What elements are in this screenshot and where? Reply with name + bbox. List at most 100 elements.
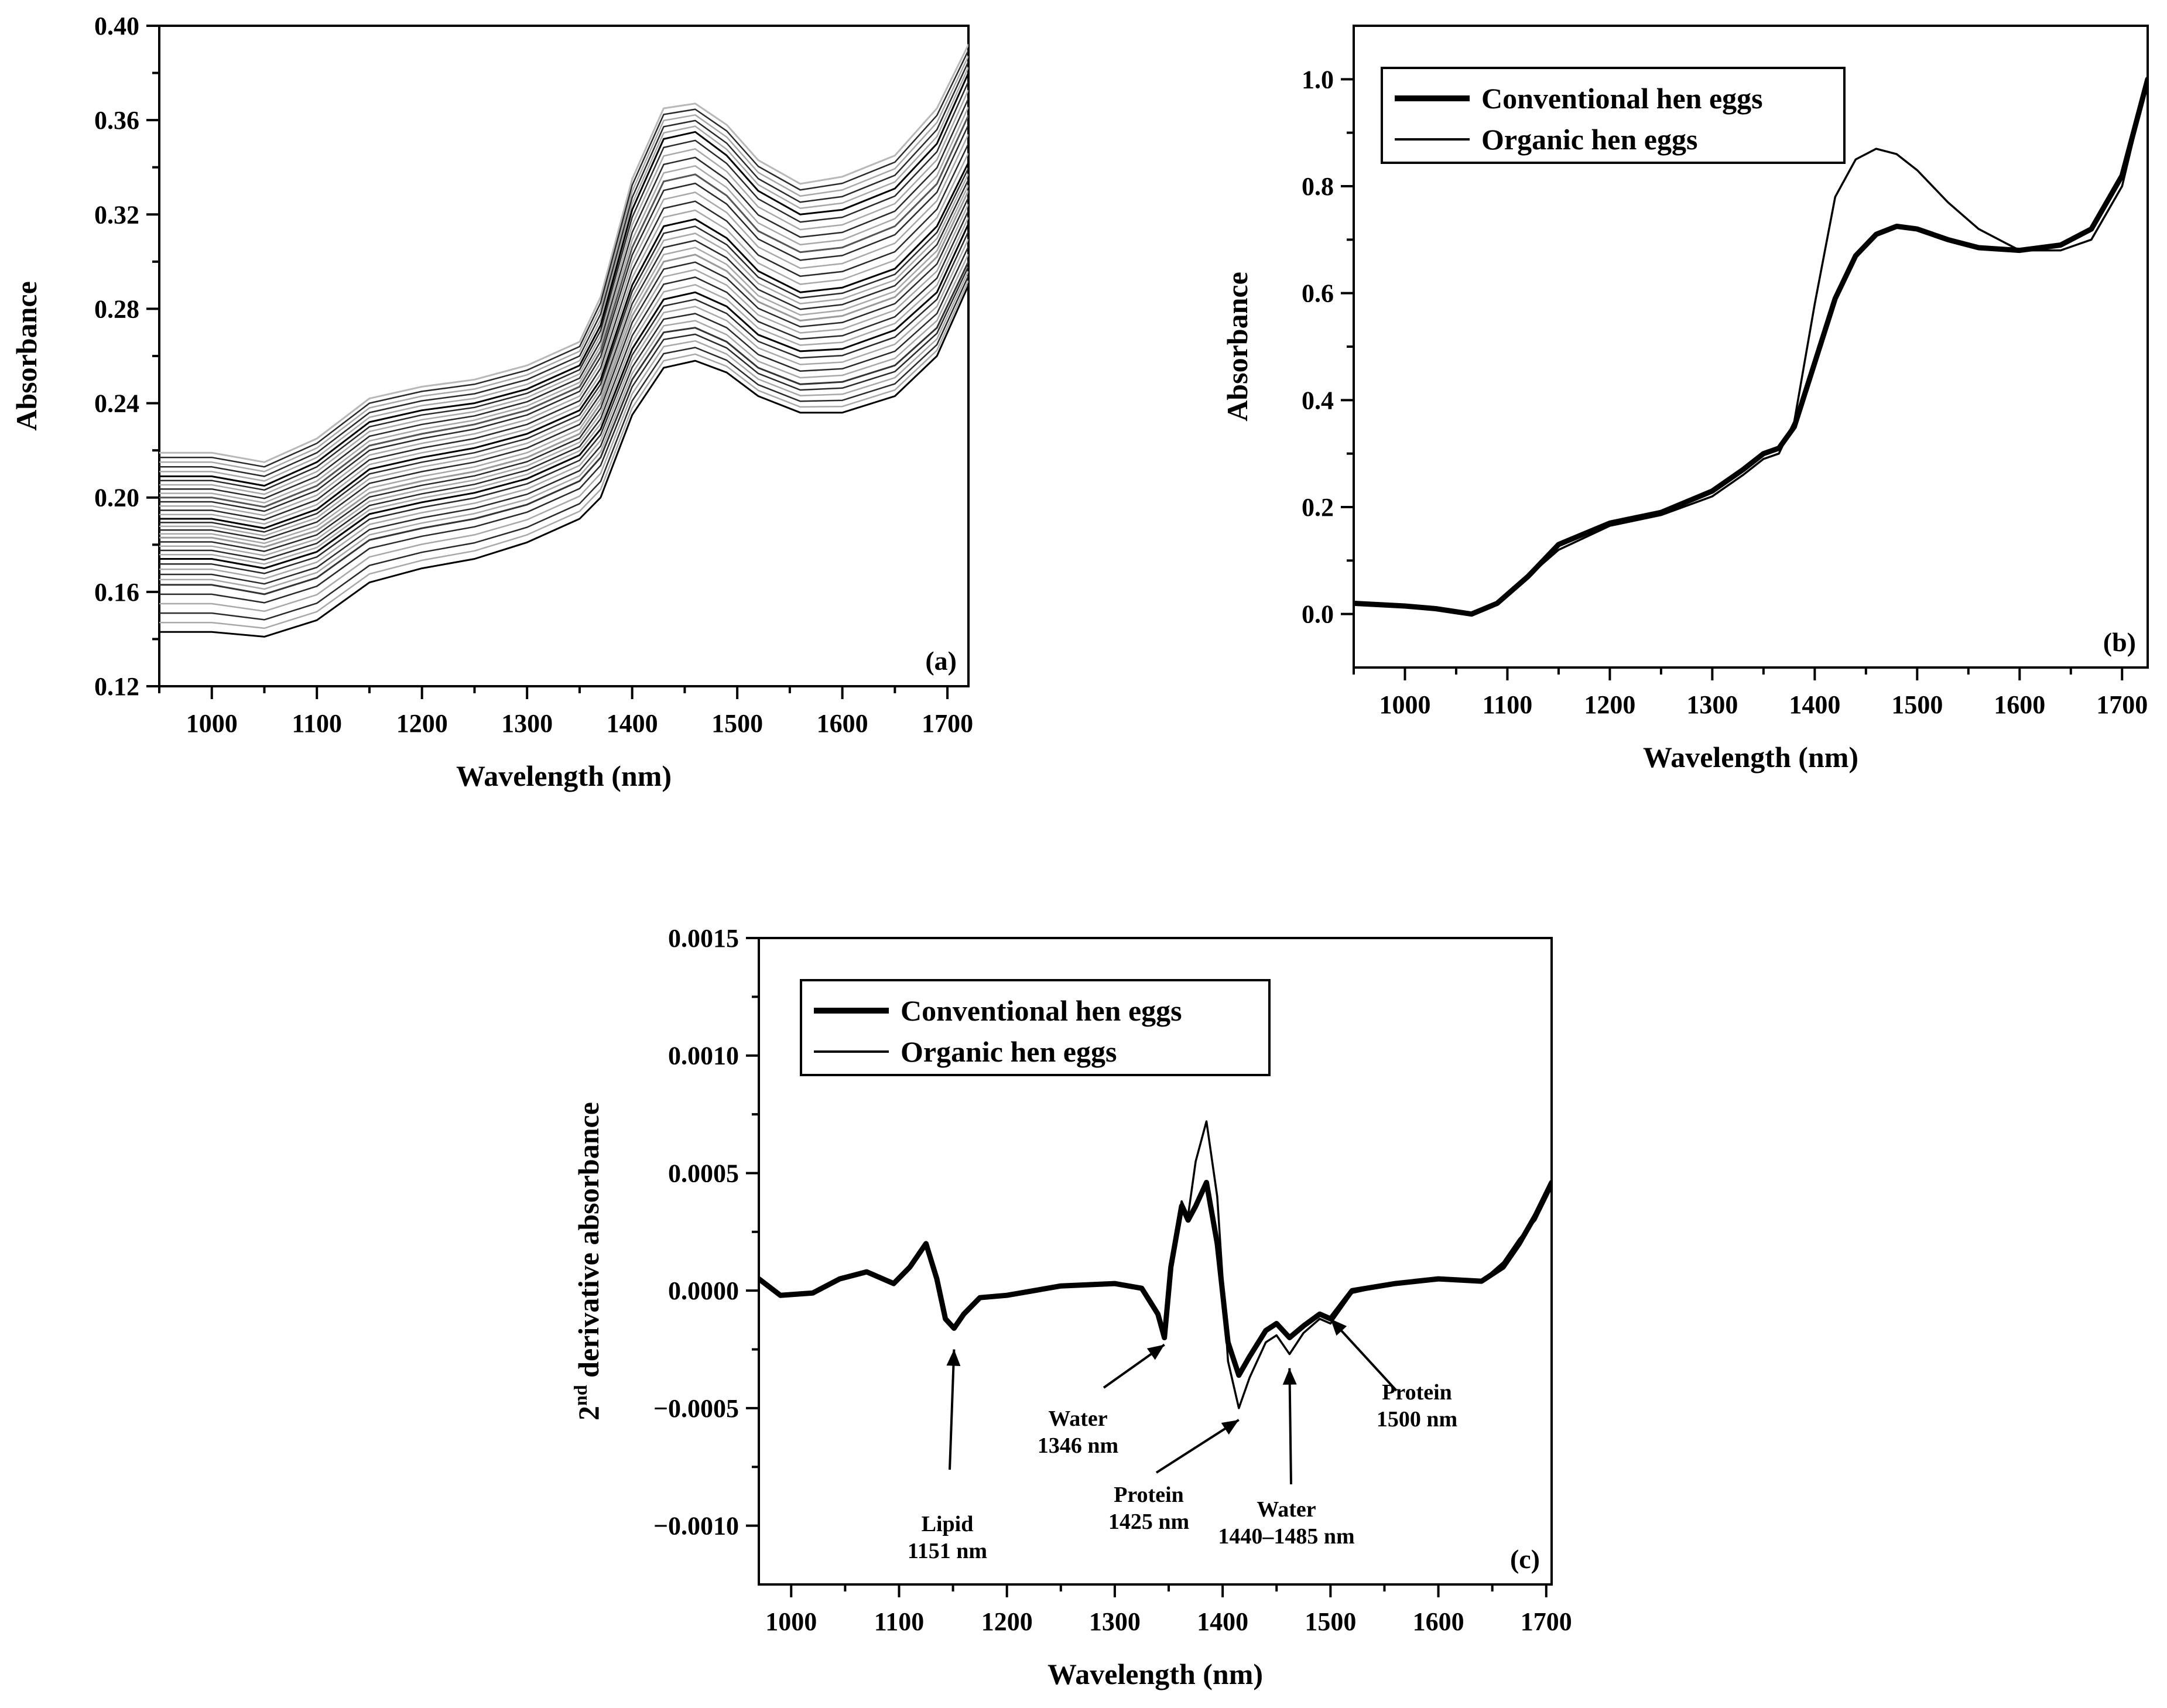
- series-line-interp: [159, 184, 968, 545]
- x-tick-label: 1100: [874, 1607, 925, 1636]
- y-tick-label: 0.0005: [668, 1159, 739, 1187]
- annotation-label: 1151 nm: [908, 1539, 987, 1563]
- y-tick-label: −0.0005: [653, 1394, 739, 1423]
- legend-label: Conventional hen eggs: [901, 994, 1182, 1027]
- y-tick-label: 0.36: [94, 106, 139, 135]
- x-tick-label: 1600: [817, 709, 868, 738]
- series-group: [759, 1120, 1552, 1409]
- y-axis-title-main: 2: [572, 1406, 605, 1421]
- legend-label: Organic hen eggs: [901, 1035, 1117, 1068]
- annotation-arrowhead: [1221, 1419, 1239, 1435]
- annotation-arrow-line: [1288, 1368, 1292, 1485]
- x-tick-label: 1300: [501, 709, 553, 738]
- y-tick-label: 0.6: [1302, 279, 1334, 308]
- panel-label: (b): [2103, 627, 2136, 657]
- x-tick-label: 1100: [292, 709, 342, 738]
- series-line-0: [159, 43, 968, 463]
- legend-label: Organic hen eggs: [1481, 123, 1697, 156]
- plot-frame: [158, 25, 970, 687]
- series-line-interp: [159, 271, 968, 612]
- annotation-label: 1346 nm: [1038, 1433, 1118, 1458]
- series-line-interp: [159, 246, 968, 585]
- series-line-1: [759, 1120, 1552, 1409]
- y-axis-title-rest: derivative absorbance: [572, 1102, 605, 1385]
- panel-label: (a): [925, 646, 957, 676]
- y-tick-label: 0.32: [94, 200, 139, 229]
- x-tick-label: 1700: [1521, 1607, 1572, 1636]
- y-tick-label: 0.4: [1302, 386, 1334, 415]
- y-tick-label: 0.24: [94, 389, 139, 418]
- series-line-interp: [159, 143, 968, 521]
- series-line-interp: [159, 179, 968, 540]
- y-axis-title-sup: nd: [570, 1385, 591, 1406]
- annotation-label: 1500 nm: [1377, 1407, 1457, 1432]
- x-tick-label: 1000: [765, 1607, 817, 1636]
- plot-frame: [758, 937, 1553, 1586]
- y-tick-label: 0.20: [94, 484, 139, 512]
- x-tick-label: 1100: [1483, 690, 1533, 719]
- series-line-interp: [159, 124, 968, 512]
- series-line-interp: [159, 50, 968, 468]
- chart-panel-b: 1000 1100 1200 1300 1400 1500 1600 1700 0.0 0.2 0.…: [1221, 25, 2149, 773]
- x-tick-label: 1700: [2096, 690, 2148, 719]
- y-axis-title: 2nd derivative absorbance: [570, 1102, 605, 1421]
- x-tick-label: 1200: [981, 1607, 1033, 1636]
- series-line-interp: [159, 197, 968, 552]
- series-line-interp: [159, 254, 968, 590]
- y-tick-label: 1.0: [1302, 65, 1334, 94]
- series-line-interp: [159, 238, 968, 580]
- series-line-interp: [159, 152, 968, 525]
- x-tick-label: 1000: [186, 709, 238, 738]
- annotation-label: Lipid: [922, 1512, 974, 1536]
- x-tick-label: 1500: [1891, 690, 1943, 719]
- chart-panel-a: 1000 1100 1200 1300 1400 1500 1600 1700 0.12 0.16…: [10, 12, 973, 792]
- y-tick-label: 0.0015: [668, 924, 739, 953]
- annotation-arrowhead: [1330, 1319, 1347, 1336]
- series-line-interp: [159, 98, 968, 499]
- annotation-arrow-line: [949, 1349, 956, 1470]
- series-line-interp: [159, 134, 968, 516]
- series-line-2: [159, 114, 968, 508]
- y-tick-label: 0.12: [94, 672, 139, 701]
- x-tick-label: 1500: [1305, 1607, 1356, 1636]
- series-line-3: [159, 162, 968, 529]
- series-line-interp: [159, 56, 968, 473]
- series-line-interp: [159, 107, 968, 504]
- panel-label: (c): [1510, 1544, 1540, 1574]
- series-line-interp: [159, 67, 968, 482]
- x-tick-label: 1700: [922, 709, 973, 738]
- y-tick-label: 0.28: [94, 295, 139, 323]
- annotation-label: 1425 nm: [1108, 1510, 1189, 1534]
- annotation-arrowhead: [1282, 1368, 1297, 1385]
- series-group: [159, 43, 968, 638]
- x-tick-label: 1000: [1379, 690, 1430, 719]
- annotation-arrowhead: [1146, 1344, 1165, 1360]
- series-line-interp: [159, 61, 968, 477]
- series-line-interp: [159, 210, 968, 561]
- series-line-6: [159, 261, 968, 595]
- y-axis-title: Absorbance: [1221, 272, 1254, 422]
- legend-box: [800, 979, 1271, 1076]
- x-axis-title: Wavelength (nm): [456, 759, 672, 792]
- series-line-1: [159, 72, 968, 487]
- series-line-4: [159, 190, 968, 548]
- y-tick-label: 0.0: [1302, 600, 1334, 629]
- series-line-interp: [159, 90, 968, 495]
- legend-box: [1381, 67, 1846, 164]
- x-tick-label: 1200: [396, 709, 448, 738]
- annotation-label: Protein: [1114, 1483, 1184, 1507]
- series-line-interp: [159, 167, 968, 533]
- series-line-1: [1354, 78, 2148, 615]
- x-tick-label: 1400: [1197, 1607, 1248, 1636]
- x-tick-label: 1300: [1686, 690, 1738, 719]
- annotation-label: Water: [1257, 1497, 1316, 1522]
- annotation-label: 1440–1485 nm: [1218, 1524, 1354, 1549]
- x-tick-label: 1600: [1413, 1607, 1464, 1636]
- y-tick-label: 0.16: [94, 578, 139, 607]
- y-axis-title: Absorbance: [10, 281, 43, 431]
- x-tick-label: 1400: [607, 709, 658, 738]
- legend: Conventional hen eggs Organic hen eggs: [800, 979, 1271, 1076]
- series-line-7: [159, 284, 968, 638]
- series-line-interp: [159, 280, 968, 629]
